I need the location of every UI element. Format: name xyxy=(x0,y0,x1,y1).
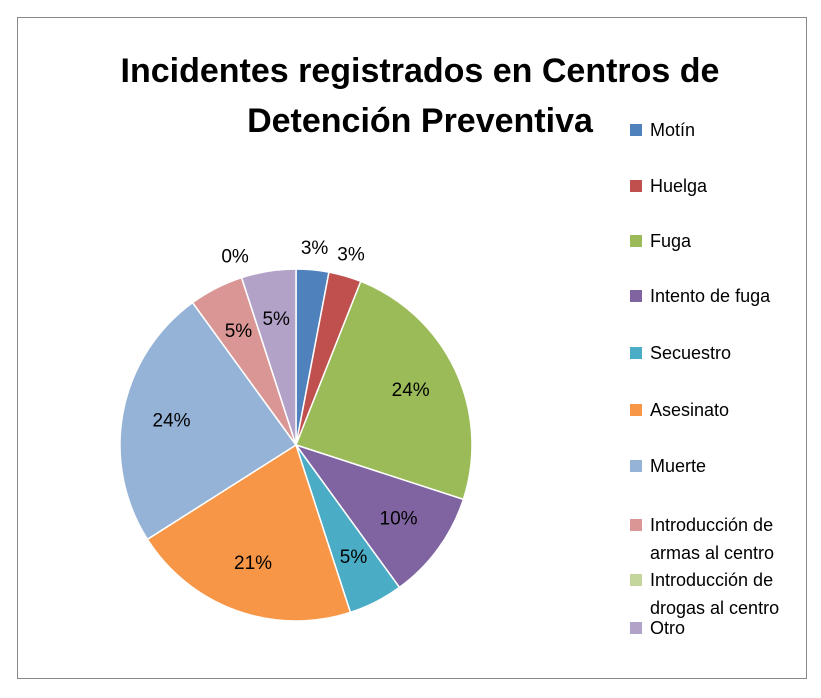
legend-label: Huelga xyxy=(650,176,708,196)
legend-swatch xyxy=(630,519,642,531)
data-label: 3% xyxy=(337,245,365,266)
pie-slice xyxy=(146,443,352,622)
data-label: 5% xyxy=(340,547,368,568)
data-label: 5% xyxy=(225,321,253,342)
chart-frame xyxy=(17,17,807,679)
legend-swatch xyxy=(630,180,642,192)
pie-slice xyxy=(295,280,473,501)
legend-label: Introducción de drogas al centro xyxy=(650,570,780,618)
legend-swatch xyxy=(630,347,642,359)
legend-label: Muerte xyxy=(650,456,707,476)
pie-slice xyxy=(240,268,297,446)
legend-label: Asesinato xyxy=(650,400,730,420)
pie-slice xyxy=(119,301,298,541)
legend-swatch xyxy=(630,574,642,586)
data-label: 5% xyxy=(262,309,290,330)
legend-swatch xyxy=(630,404,642,416)
legend-label: Introducción de armas al centro xyxy=(650,515,775,563)
legend-label: Fuga xyxy=(650,231,692,251)
legend-label: Intento de fuga xyxy=(650,286,771,306)
data-label: 24% xyxy=(392,380,430,401)
legend-swatch xyxy=(630,124,642,136)
legend-swatch xyxy=(630,460,642,472)
data-label: 10% xyxy=(380,508,418,529)
chart-title: Incidentes registrados en Centros de Det… xyxy=(120,52,720,140)
data-label: 0% xyxy=(221,247,249,268)
legend-label: Otro xyxy=(650,618,686,638)
data-label: 24% xyxy=(153,410,191,431)
legend-swatch xyxy=(630,235,642,247)
data-label: 3% xyxy=(301,238,329,259)
legend-label: Motín xyxy=(650,120,696,140)
legend-swatch xyxy=(630,290,642,302)
pie-slice xyxy=(294,443,465,589)
data-label: 21% xyxy=(234,553,272,574)
legend-swatch xyxy=(630,622,642,634)
legend-label: Secuestro xyxy=(650,343,732,363)
